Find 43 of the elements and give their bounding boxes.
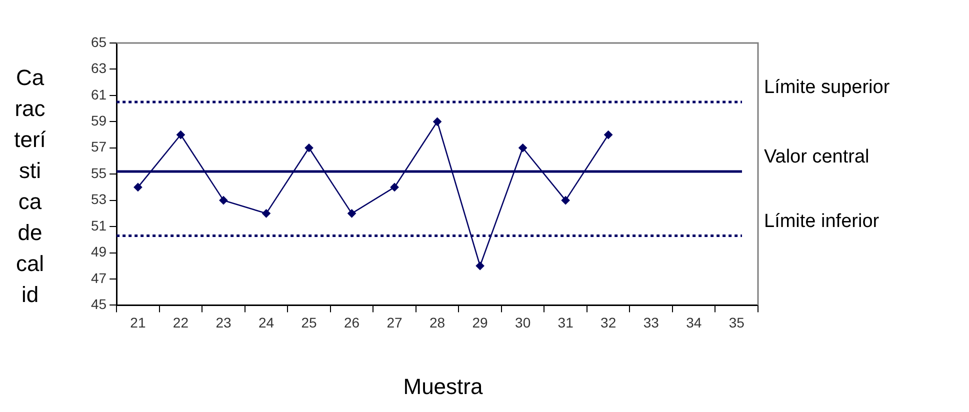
y-tick-label: 47: [90, 270, 107, 286]
point: [476, 262, 484, 270]
x-tick-label: 23: [216, 314, 232, 330]
x-tick-label: 25: [301, 314, 317, 330]
ref-line-label: Valor central: [764, 146, 870, 168]
y-tick-label: 57: [90, 138, 107, 155]
y-axis-title: Característica de calid: [14, 64, 46, 309]
x-tick-label: 21: [130, 314, 146, 330]
y-tick-label: 45: [90, 296, 107, 312]
y-tick-label: 61: [90, 86, 107, 102]
ref-line-label: Límite inferior: [764, 210, 880, 232]
x-axis-title: Muestra: [402, 374, 484, 400]
x-tick-label: 30: [515, 314, 531, 330]
point: [219, 196, 228, 204]
x-tick-label: 32: [600, 314, 616, 330]
y-tick-label: 59: [90, 112, 107, 129]
ref-line-label: Límite superior: [764, 77, 890, 98]
y-tick-label: 51: [90, 217, 107, 234]
y-tick-label: 55: [90, 164, 107, 181]
x-tick-label: 26: [344, 314, 360, 330]
x-tick-label: 27: [386, 314, 403, 330]
x-tick-label: 29: [472, 314, 488, 330]
point: [604, 130, 612, 139]
point: [518, 144, 527, 152]
point: [134, 183, 142, 192]
x-tick-label: 34: [686, 314, 702, 330]
x-tick-label: 31: [558, 314, 574, 330]
y-tick-label: 49: [90, 244, 107, 260]
point: [561, 196, 570, 204]
y-tick-label: 65: [90, 34, 107, 50]
point: [304, 144, 314, 152]
x-tick-label: 28: [429, 314, 446, 330]
point: [348, 209, 356, 218]
point: [390, 183, 399, 192]
point: [176, 130, 185, 139]
point: [433, 118, 442, 126]
x-tick-label: 35: [728, 314, 745, 330]
point: [262, 209, 270, 218]
x-tick-label: 33: [643, 314, 660, 330]
x-tick-label: 24: [258, 314, 274, 330]
x-tick-label: 22: [172, 314, 189, 330]
y-tick-label: 63: [90, 60, 107, 76]
y-tick-label: 53: [90, 191, 107, 208]
